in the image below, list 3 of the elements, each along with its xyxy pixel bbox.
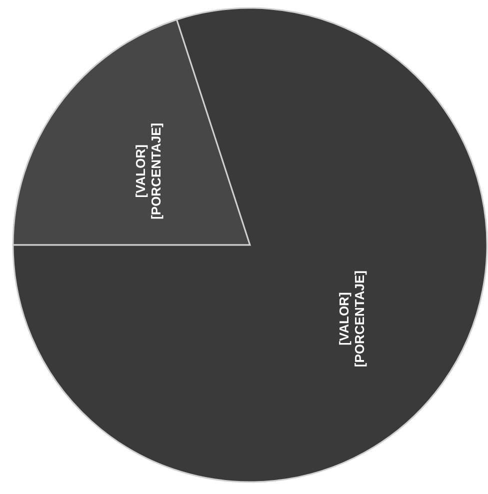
pie-slice [12,8,488,483]
data-label: [VALOR] [PORCENTAJE] [133,122,164,220]
data-label: [VALOR] [PORCENTAJE] [336,270,367,368]
